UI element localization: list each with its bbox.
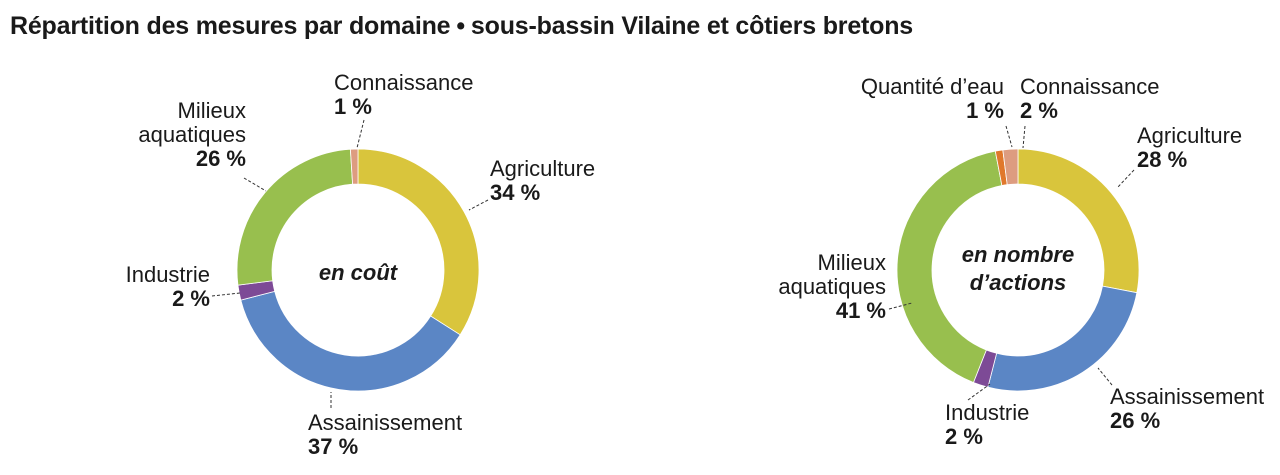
leader-line-milieux [888,302,913,310]
label-pct-milieux: 41 % [836,298,886,323]
leader-line-industrie [211,292,241,297]
title-sub: sous-bassin Vilaine et côtiers bretons [470,12,914,40]
label-name-agriculture: Agriculture [1137,123,1242,148]
slice-agriculture [357,148,480,336]
slice-connaissance [1002,148,1019,186]
label-name-connaissance: Connaissance [1020,74,1159,99]
label-name-milieux: aquatiques [138,122,246,147]
label-name-assainissement: Assainissement [1110,384,1264,409]
leader-line-agriculture [468,199,489,211]
label-name-milieux: Milieux [818,250,886,275]
label-pct-connaissance: 2 % [1020,98,1058,123]
slice-assainissement [240,290,461,392]
leader-line-connaissance [1022,125,1026,149]
label-name-milieux: aquatiques [778,274,886,299]
slice-milieux [896,150,1003,384]
slice-assainissement [987,285,1138,392]
leader-line-assainissement [1097,367,1113,386]
label-name-connaissance: Connaissance [334,70,473,95]
label-name-agriculture: Agriculture [490,156,595,181]
label-name-industrie: Industrie [945,400,1029,425]
leader-line-industrie [967,383,991,401]
label-pct-industrie: 2 % [945,424,983,449]
slice-connaissance [349,148,359,185]
center-label: en nombre [962,242,1074,267]
center-label: d’actions [970,270,1067,295]
center-label: en coût [319,260,399,285]
title-separator: • [456,12,465,40]
label-pct-industrie: 2 % [172,286,210,311]
label-name-assainissement: Assainissement [308,410,462,435]
label-name-quantite: Quantité d’eau [861,74,1004,99]
label-pct-assainissement: 37 % [308,434,358,459]
leader-line-milieux [243,177,267,192]
label-name-industrie: Industrie [126,262,210,287]
title-main: Répartition des mesures par domaine [10,12,451,40]
label-pct-milieux: 26 % [196,146,246,171]
label-pct-quantite: 1 % [966,98,1004,123]
label-pct-agriculture: 34 % [490,180,540,205]
label-name-milieux: Milieux [178,98,246,123]
label-pct-assainissement: 26 % [1110,408,1160,433]
leader-line-connaissance [356,119,365,149]
chart-title: Répartition des mesures par domaine • sous… [10,12,913,41]
leader-line-quantite [1005,125,1013,148]
label-pct-agriculture: 28 % [1137,147,1187,172]
leader-line-agriculture [1116,169,1135,189]
label-pct-connaissance: 1 % [334,94,372,119]
